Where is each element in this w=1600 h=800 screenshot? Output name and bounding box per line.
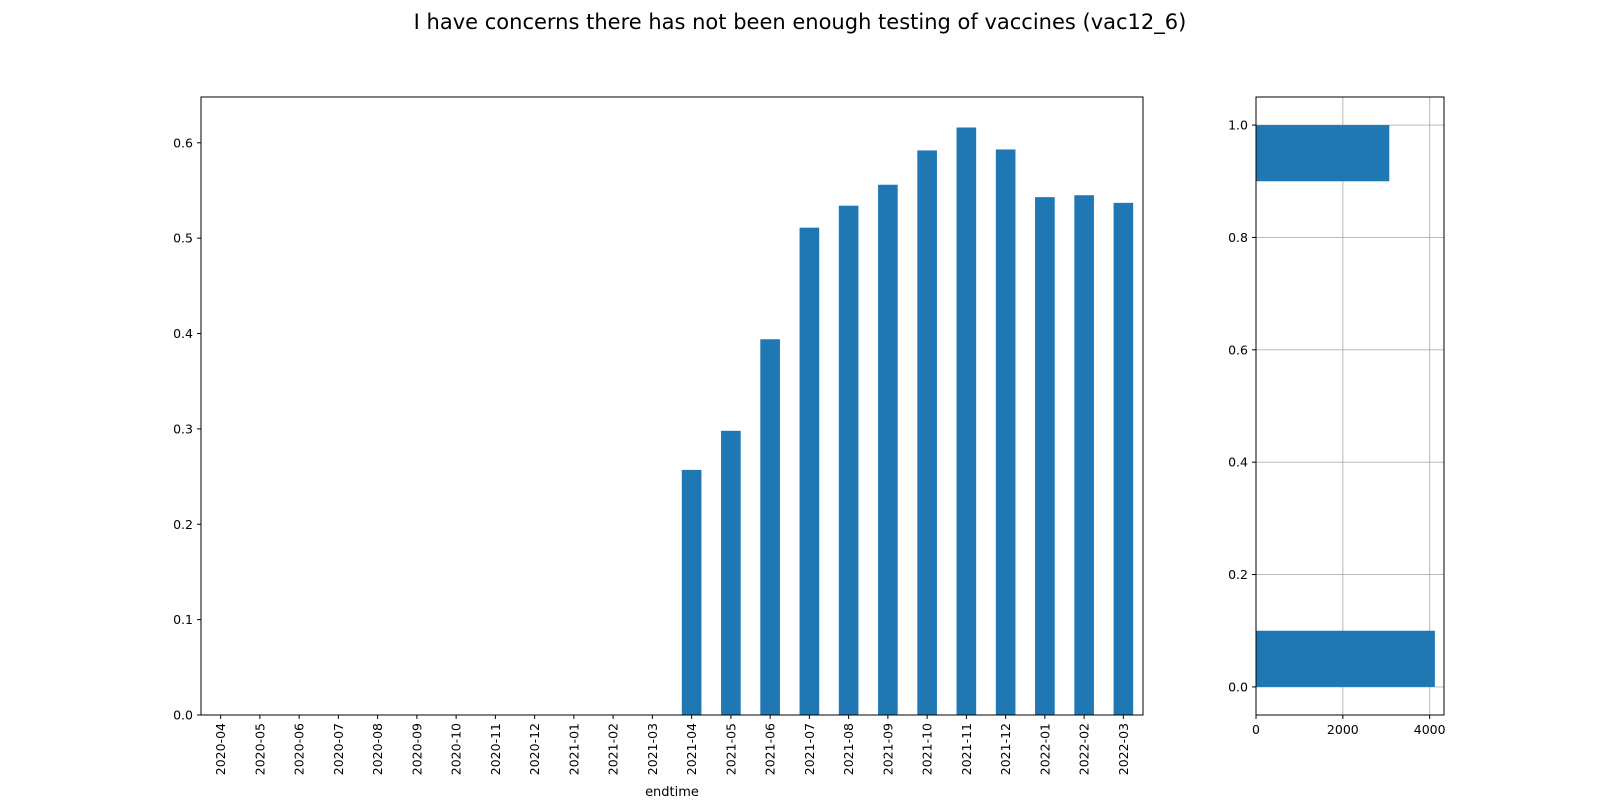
side-x-tick-label: 4000: [1414, 722, 1446, 737]
x-tick-label: 2021-08: [841, 723, 856, 775]
bar-2021-11: [956, 127, 977, 716]
side-y-tick-label: 1.0: [1228, 118, 1248, 133]
y-tick-label: 0.4: [173, 326, 193, 341]
x-tick-label: 2022-02: [1077, 723, 1092, 775]
x-tick-label: 2020-09: [409, 723, 424, 775]
x-tick-label: 2021-04: [684, 723, 699, 775]
side-axes-frame: [1255, 96, 1445, 716]
hbar-0: [1256, 630, 1435, 687]
x-tick-label: 2022-03: [1116, 723, 1131, 775]
side-y-tick-label: 0.8: [1228, 230, 1248, 245]
y-tick-label: 0.2: [173, 517, 193, 532]
bar-2022-02: [1074, 195, 1094, 716]
x-tick-label: 2021-06: [763, 723, 778, 775]
side-y-tick-label: 0.0: [1228, 679, 1248, 694]
x-tick-label: 2020-06: [292, 723, 307, 775]
x-tick-label: 2020-12: [527, 723, 542, 775]
bar-2021-07: [799, 227, 820, 715]
main-bar-chart: 0.0 0.1 0.2 0.3 0.4 0.5 0.6 2020-04 2020-05 2020-…: [173, 96, 1144, 800]
side-x-tick-label: 0: [1252, 722, 1260, 737]
x-tick-label: 2020-10: [449, 723, 464, 775]
x-tick-label: 2020-05: [252, 723, 267, 775]
x-tick-label: 2020-08: [370, 723, 385, 775]
side-histogram: 0.0 0.2 0.4 0.6 0.8 1.0 0 2000 4000: [1228, 96, 1446, 737]
y-tick-label: 0.1: [173, 612, 193, 627]
y-tick-label: 0.5: [173, 231, 193, 246]
x-tick-label: 2022-01: [1037, 723, 1052, 775]
bar-2021-08: [838, 205, 859, 715]
bar-2021-05: [721, 430, 741, 715]
bar-2022-01: [1035, 197, 1055, 715]
main-axes-frame: [200, 96, 1144, 716]
x-tick-label: 2021-09: [880, 723, 895, 775]
x-tick-label: 2020-04: [213, 723, 228, 775]
y-tick-label: 0.6: [173, 135, 193, 150]
bar-2022-03: [1113, 202, 1134, 716]
x-tick-label: 2021-12: [998, 723, 1013, 775]
x-tick-label: 2021-02: [606, 723, 621, 775]
x-tick-label: 2021-03: [645, 723, 660, 775]
x-tick-label: 2021-01: [566, 723, 581, 775]
x-tick-label: 2021-11: [959, 723, 974, 775]
side-x-tick-label: 2000: [1327, 722, 1359, 737]
x-axis-label: endtime: [645, 785, 699, 800]
side-y-tick-label: 0.6: [1228, 342, 1248, 357]
bar-2021-04: [681, 469, 702, 715]
chart-title: I have concerns there has not been enoug…: [413, 10, 1187, 34]
x-tick-label: 2020-11: [488, 723, 503, 775]
bar-2021-12: [995, 149, 1016, 715]
side-y-tick-label: 0.2: [1228, 567, 1248, 582]
x-tick-label: 2021-05: [723, 723, 738, 775]
x-tick-label: 2021-07: [802, 723, 817, 775]
x-tick-label: 2021-10: [920, 723, 935, 775]
x-tick-label: 2020-07: [331, 723, 346, 775]
bar-2021-10: [917, 150, 937, 715]
y-tick-label: 0.3: [173, 421, 193, 436]
bar-2021-09: [878, 184, 898, 716]
y-tick-label: 0.0: [173, 708, 193, 723]
side-y-tick-label: 0.4: [1228, 455, 1248, 470]
hbar-1: [1256, 125, 1390, 182]
bar-2021-06: [760, 339, 780, 715]
